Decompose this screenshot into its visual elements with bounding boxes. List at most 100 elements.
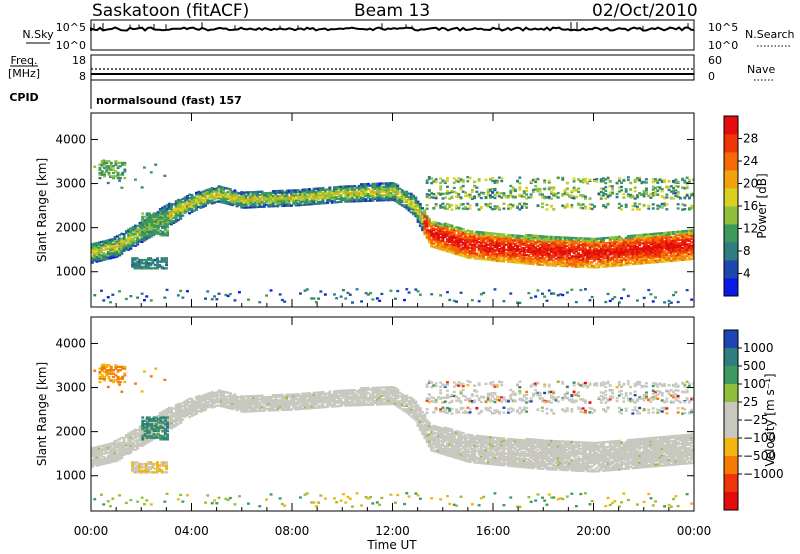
power-cell <box>418 224 422 228</box>
power-cell <box>222 201 226 204</box>
velocity-cell <box>152 422 155 426</box>
power-cell <box>163 174 167 177</box>
power-cell <box>507 257 510 260</box>
power-cell <box>495 232 499 236</box>
power-cell <box>484 251 488 254</box>
power-cell <box>520 240 524 243</box>
power-cell <box>93 259 97 262</box>
power-cell <box>676 237 680 240</box>
velocity-cell <box>197 399 201 403</box>
power-cell <box>509 259 513 262</box>
power-cell <box>215 298 219 301</box>
power-cell <box>441 231 445 235</box>
power-cell <box>294 194 298 197</box>
power-cell <box>138 238 142 241</box>
power-cell <box>380 187 384 190</box>
power-cell <box>362 189 366 193</box>
power-cell <box>538 258 542 261</box>
velocity-cell <box>129 499 133 502</box>
power-cell <box>464 230 467 233</box>
power-cell <box>678 238 682 242</box>
power-cell <box>466 194 470 197</box>
power-cell <box>604 257 608 260</box>
power-cell <box>651 249 655 252</box>
power-cell <box>396 187 400 191</box>
power-cell <box>93 247 97 250</box>
power-cell <box>434 228 438 231</box>
power-cell <box>615 241 619 244</box>
power-cell <box>149 228 153 231</box>
power-cell <box>228 194 232 198</box>
power-cell <box>516 234 519 237</box>
power-cell <box>626 241 630 244</box>
power-cell <box>651 178 655 181</box>
power-cell <box>432 220 436 224</box>
power-cell <box>667 248 671 251</box>
power-cell <box>665 260 669 263</box>
power-cell <box>518 301 522 304</box>
power-cell <box>303 200 307 203</box>
power-cell <box>120 239 124 242</box>
power-cell <box>172 211 176 214</box>
power-cell <box>262 198 266 202</box>
power-cell <box>285 192 289 196</box>
power-cell <box>477 195 481 198</box>
power-cell <box>577 243 581 247</box>
power-cell <box>622 243 626 246</box>
power-cell <box>423 212 427 216</box>
power-cell <box>669 242 673 246</box>
power-cell <box>617 239 621 242</box>
power-cell <box>188 203 192 206</box>
power-cell <box>228 191 232 194</box>
power-cell <box>611 243 614 246</box>
power-cell <box>543 250 547 253</box>
power-cell <box>651 242 655 246</box>
power-cell <box>681 257 685 260</box>
power-cell <box>443 244 447 247</box>
power-cell <box>188 202 192 205</box>
power-cell <box>138 258 141 262</box>
power-cell <box>217 187 221 190</box>
velocity-cell <box>91 452 94 455</box>
power-cell <box>493 196 497 200</box>
power-cell <box>529 249 533 252</box>
power-cell <box>118 242 121 245</box>
power-cell <box>685 229 689 233</box>
power-cell <box>629 256 633 259</box>
power-cell <box>434 197 438 200</box>
power-cell <box>124 245 128 248</box>
power-cell <box>584 260 587 264</box>
power-cell <box>658 243 662 247</box>
velocity-cell <box>147 427 151 430</box>
power-cell <box>93 255 97 259</box>
power-cell <box>375 197 379 200</box>
power-cell <box>552 208 556 211</box>
power-cell <box>348 191 352 195</box>
velocity-cell <box>95 457 99 460</box>
power-cell <box>274 198 278 201</box>
velocity-cell <box>113 443 117 446</box>
power-cell <box>144 260 148 263</box>
power-cell <box>692 178 694 182</box>
velocity-cell <box>140 441 144 444</box>
velocity-cell <box>106 443 110 446</box>
velocity-cell <box>192 413 196 416</box>
power-cell <box>290 197 293 201</box>
power-cell <box>525 258 529 262</box>
power-cell <box>504 253 508 256</box>
power-cell <box>385 184 388 187</box>
power-cell <box>156 212 160 216</box>
power-cell <box>267 191 271 195</box>
freq-right-tick-bottom: 0 <box>708 70 715 83</box>
velocity-cell <box>102 457 106 460</box>
power-cell <box>380 194 384 197</box>
power-cell <box>504 196 508 199</box>
power-cell <box>683 258 687 261</box>
power-cell <box>500 253 504 256</box>
power-cell <box>457 241 461 245</box>
power-cell <box>559 251 562 254</box>
power-cell <box>511 259 515 262</box>
y-tick-label: 3000 <box>55 177 86 191</box>
power-cell <box>541 245 544 248</box>
